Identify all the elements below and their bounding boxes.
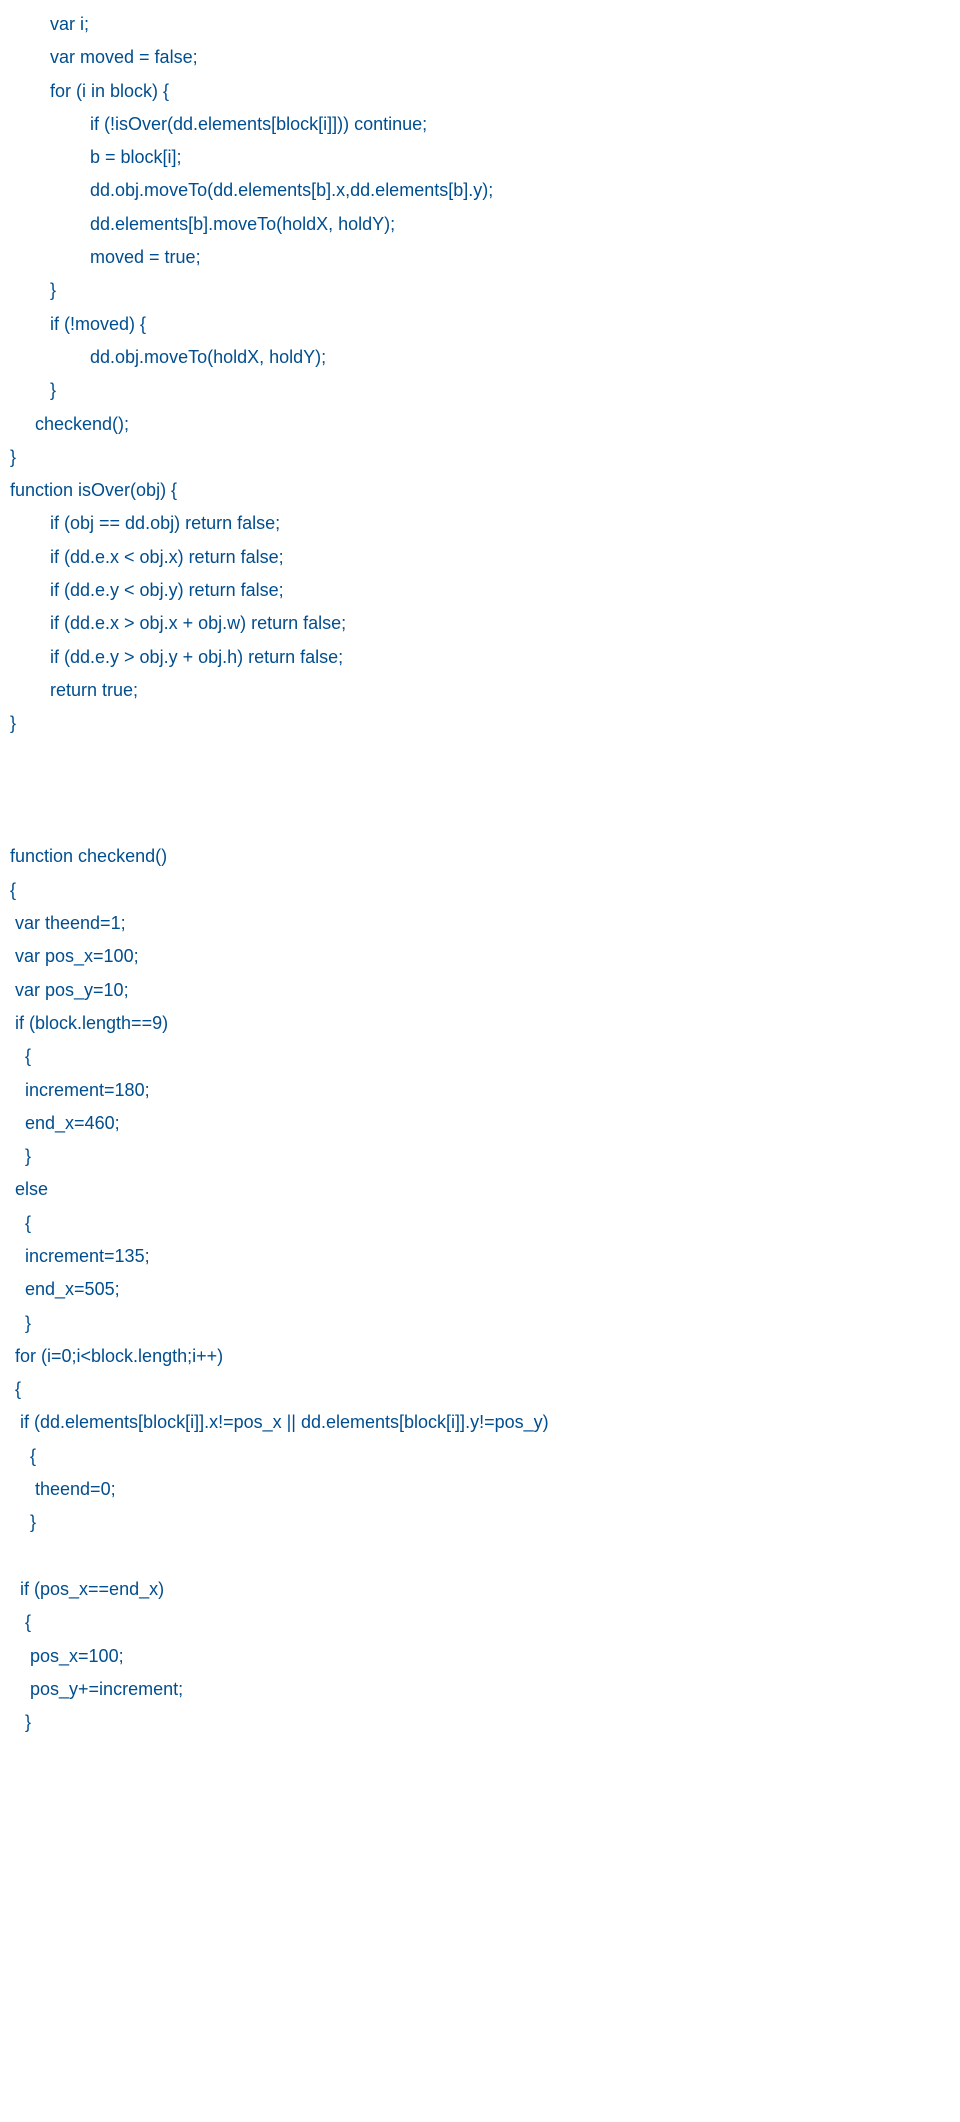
code-listing: var i; var moved = false; for (i in bloc…	[0, 0, 960, 1769]
